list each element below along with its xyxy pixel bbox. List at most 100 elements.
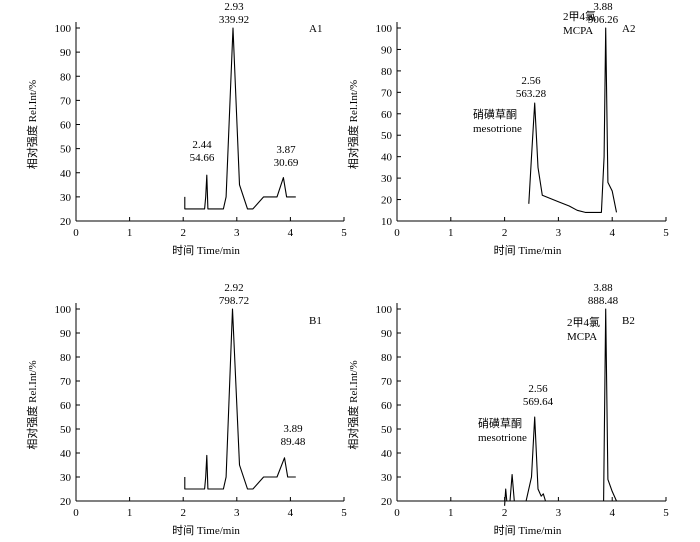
a2-x-axis-title: 时间 Time/min xyxy=(494,244,562,257)
a2-x-tick-label: 5 xyxy=(663,227,669,239)
b1-x-axis-title: 时间 Time/min xyxy=(172,524,240,537)
b2-y-tick-label: 40 xyxy=(381,448,393,460)
b2-y-tick-label: 90 xyxy=(381,328,393,340)
b2-peak-label: 2.56 xyxy=(528,383,548,395)
a1-x-tick-label: 2 xyxy=(180,227,186,239)
a1-x-tick-label: 0 xyxy=(73,227,79,239)
a1-y-tick-label: 60 xyxy=(60,120,72,132)
b1-trace-line xyxy=(184,308,296,490)
b2-x-tick-label: 0 xyxy=(394,507,400,519)
a1-y-tick-label: 20 xyxy=(60,216,72,228)
a1-peak-label: 2.93 xyxy=(224,1,244,13)
b1-y-tick-label: 30 xyxy=(60,472,72,484)
b2-compound-label: MCPA xyxy=(567,331,597,343)
b1-y-tick-label: 90 xyxy=(60,328,72,340)
b1-panel-label: B1 xyxy=(309,315,322,327)
b1-y-tick-label: 50 xyxy=(60,424,72,436)
a1-peak-label: 3.87 xyxy=(276,144,296,156)
b2-panel-label: B2 xyxy=(622,315,635,327)
a1-y-tick-label: 100 xyxy=(55,23,72,35)
b1-x-tick-label: 4 xyxy=(288,507,294,519)
b1-y-tick-label: 60 xyxy=(60,400,72,412)
a2-x-tick-label: 4 xyxy=(609,227,615,239)
b1-peak-label: 3.89 xyxy=(283,423,303,435)
a2-x-tick-label: 3 xyxy=(556,227,562,239)
b2-y-tick-label: 80 xyxy=(381,352,393,364)
a1-x-axis-title: 时间 Time/min xyxy=(172,244,240,257)
b2-x-axis-title: 时间 Time/min xyxy=(494,524,562,537)
b2-x-tick-label: 3 xyxy=(556,507,562,519)
a1-peak-label: 54.66 xyxy=(190,152,215,164)
a2-y-tick-label: 70 xyxy=(381,87,393,99)
b2-peak-label: 569.64 xyxy=(523,396,554,408)
a2-x-tick-label: 1 xyxy=(448,227,454,239)
a2-peak-label: 3.88 xyxy=(593,1,613,13)
a2-x-tick-label: 2 xyxy=(502,227,508,239)
a1-y-tick-label: 50 xyxy=(60,144,72,156)
a1-y-tick-label: 70 xyxy=(60,95,72,107)
a1-y-axis-title: 相对强度 Rel.Int/% xyxy=(25,80,39,169)
b2-compound-label: mesotrione xyxy=(478,432,527,444)
b2-compound-label: 2甲4氯 xyxy=(567,315,600,329)
a2-peak-label: 563.28 xyxy=(516,88,547,100)
a1-trace-line xyxy=(184,27,296,210)
a2-compound-label: MCPA xyxy=(563,25,593,37)
a1-peak-label: 2.44 xyxy=(192,139,212,151)
a1-peak-label: 30.69 xyxy=(274,157,299,169)
b2-trace-line xyxy=(504,308,618,506)
b1-x-tick-label: 0 xyxy=(73,507,79,519)
a1-y-tick-label: 40 xyxy=(60,168,72,180)
a1-x-tick-label: 1 xyxy=(127,227,133,239)
b1-y-tick-label: 100 xyxy=(55,304,72,316)
a2-y-tick-label: 10 xyxy=(381,216,393,228)
b2-peak-label: 3.88 xyxy=(593,282,613,294)
b2-x-tick-label: 5 xyxy=(663,507,669,519)
b2-y-tick-label: 50 xyxy=(381,424,393,436)
a1-x-tick-label: 5 xyxy=(341,227,347,239)
b1-peak-label: 2.92 xyxy=(224,282,243,294)
b1-x-tick-label: 5 xyxy=(341,507,347,519)
a2-y-tick-label: 30 xyxy=(381,173,393,185)
a2-y-axis-title: 相对强度 Rel.Int/% xyxy=(346,80,360,169)
a2-y-tick-label: 60 xyxy=(381,109,393,121)
b2-x-tick-label: 1 xyxy=(448,507,454,519)
a1-peak-label: 339.92 xyxy=(219,14,249,26)
b2-y-axis-title: 相对强度 Rel.Int/% xyxy=(346,360,360,449)
b1-y-tick-label: 80 xyxy=(60,352,72,364)
a2-panel-label: A2 xyxy=(622,23,635,35)
a1-panel-label: A1 xyxy=(309,23,322,35)
a1-y-tick-label: 30 xyxy=(60,192,72,204)
a2-y-tick-label: 80 xyxy=(381,66,393,78)
b2-peak-label: 888.48 xyxy=(588,295,619,307)
b1-peak-label: 89.48 xyxy=(281,436,306,448)
b1-x-tick-label: 3 xyxy=(234,507,240,519)
b1-y-tick-label: 40 xyxy=(60,448,72,460)
a2-y-tick-label: 100 xyxy=(376,23,393,35)
a2-compound-label: 2甲4氯 xyxy=(563,9,596,23)
b2-y-tick-label: 20 xyxy=(381,496,393,508)
a2-x-tick-label: 0 xyxy=(394,227,400,239)
b1-y-axis-title: 相对强度 Rel.Int/% xyxy=(25,360,39,449)
a2-y-tick-label: 20 xyxy=(381,195,393,207)
a2-compound-label: 硝磺草酮 xyxy=(473,107,517,121)
b1-y-tick-label: 70 xyxy=(60,376,72,388)
a2-y-tick-label: 90 xyxy=(381,44,393,56)
b1-x-tick-label: 2 xyxy=(180,507,186,519)
b1-y-tick-label: 20 xyxy=(60,496,72,508)
b2-y-tick-label: 30 xyxy=(381,472,393,484)
b2-compound-label: 硝磺草酮 xyxy=(478,416,522,430)
b2-y-tick-label: 60 xyxy=(381,400,393,412)
a1-x-tick-label: 3 xyxy=(234,227,240,239)
b2-x-tick-label: 4 xyxy=(609,507,615,519)
a2-compound-label: mesotrione xyxy=(473,123,522,135)
b1-peak-label: 798.72 xyxy=(219,295,249,307)
a1-x-tick-label: 4 xyxy=(288,227,294,239)
a1-y-tick-label: 80 xyxy=(60,71,72,83)
a2-peak-label: 906.26 xyxy=(588,14,619,26)
b2-x-tick-label: 2 xyxy=(502,507,508,519)
a2-y-tick-label: 40 xyxy=(381,152,393,164)
a1-y-tick-label: 90 xyxy=(60,47,72,59)
b2-y-tick-label: 100 xyxy=(376,304,393,316)
